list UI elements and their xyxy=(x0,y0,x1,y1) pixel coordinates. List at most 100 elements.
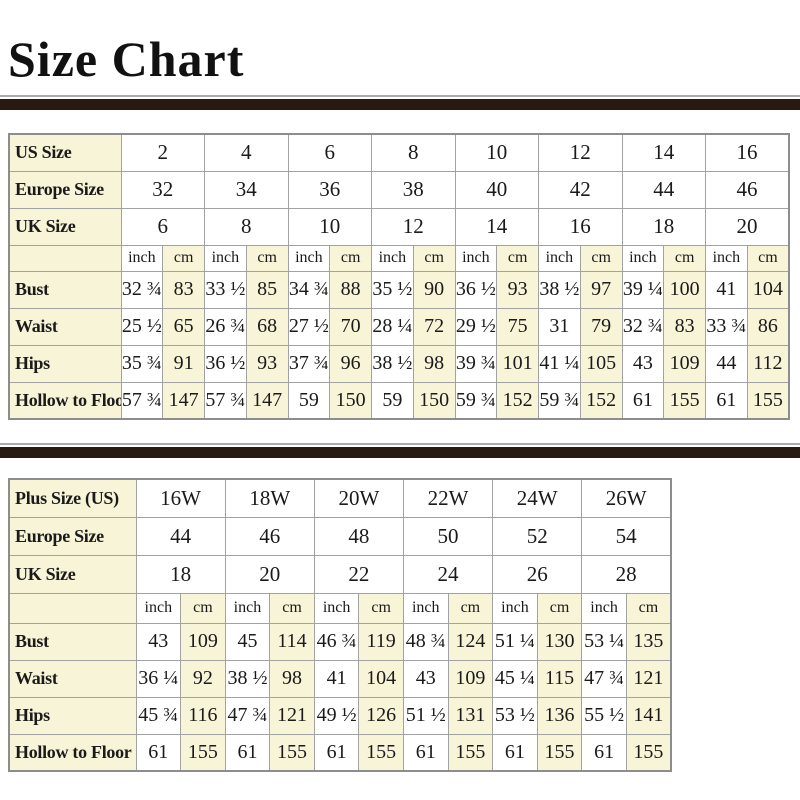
size-cell: 8 xyxy=(204,207,289,246)
unit-cm-header: cm xyxy=(269,592,315,624)
cm-value-cell: 104 xyxy=(358,659,404,698)
inch-value-cell: 39 ¾ xyxy=(454,344,498,383)
size-cell: 26W xyxy=(581,478,672,518)
inch-value-cell: 38 ½ xyxy=(538,270,581,309)
cm-value-cell: 155 xyxy=(625,733,672,772)
size-cell: 6 xyxy=(287,133,372,172)
section-divider xyxy=(0,443,800,458)
size-cell: 24 xyxy=(402,554,494,594)
inch-value-cell: 41 xyxy=(705,270,748,309)
cm-value-cell: 119 xyxy=(358,622,404,661)
unit-header-row: inch cm inch cm inch cm inch cm inch cm inch cm inch… xyxy=(8,244,790,272)
row-label: UK Size xyxy=(8,554,137,594)
size-row: Europe Size 32 34 36 38 40 42 44 46 xyxy=(8,170,790,209)
divider-hairline xyxy=(0,95,800,97)
inch-value-cell: 61 xyxy=(581,733,627,772)
inch-value-cell: 45 ¾ xyxy=(135,696,182,735)
inch-value-cell: 59 ¾ xyxy=(538,381,581,420)
size-row: US Size 2 4 6 8 10 12 14 16 xyxy=(8,133,790,172)
standard-size-table: US Size 2 4 6 8 10 12 14 16 Europe Size 32 34 36 38 40… xyxy=(8,133,790,420)
cm-value-cell: 150 xyxy=(329,381,372,420)
size-cell: 18W xyxy=(224,478,315,518)
inch-value-cell: 38 ½ xyxy=(224,659,271,698)
inch-value-cell: 57 ¾ xyxy=(120,381,164,420)
inch-value-cell: 61 xyxy=(402,733,449,772)
measure-row: Waist 25 ½ 65 26 ¾ 68 27 ½ 70 28 ¼ 72 29 ½ 75 31 79 3… xyxy=(8,307,790,346)
cm-value-cell: 147 xyxy=(162,381,205,420)
inch-value-cell: 61 xyxy=(705,381,748,420)
inch-value-cell: 39 ¼ xyxy=(621,270,665,309)
size-cell: 14 xyxy=(454,207,539,246)
unit-header-row: inch cm inch cm inch cm inch cm inch cm inch cm xyxy=(8,592,672,624)
cm-value-cell: 109 xyxy=(663,344,706,383)
divider-hairline xyxy=(0,443,800,445)
inch-value-cell: 53 ¼ xyxy=(581,622,627,661)
inch-value-cell: 33 ¾ xyxy=(705,307,748,346)
size-cell: 10 xyxy=(287,207,372,246)
measure-row: Hollow to Floor 61 155 61 155 61 155 61 155 61 155… xyxy=(8,733,672,772)
unit-inch-header: inch xyxy=(135,592,182,624)
size-cell: 12 xyxy=(538,133,623,172)
inch-value-cell: 43 xyxy=(621,344,665,383)
measure-row: Bust 32 ¾ 83 33 ½ 85 34 ¾ 88 35 ½ 90 36 ½ 93 38 ½ 97… xyxy=(8,270,790,309)
cm-value-cell: 136 xyxy=(536,696,583,735)
cm-value-cell: 93 xyxy=(496,270,539,309)
size-row: Plus Size (US) 16W 18W 20W 22W 24W 26W xyxy=(8,478,672,518)
size-cell: 44 xyxy=(621,170,706,209)
inch-value-cell: 47 ¾ xyxy=(581,659,627,698)
inch-value-cell: 43 xyxy=(135,622,182,661)
size-cell: 10 xyxy=(454,133,539,172)
row-label: Hollow to Floor xyxy=(8,733,137,772)
measure-row: Hollow to Floor 57 ¾ 147 57 ¾ 147 59 150 59 150 5… xyxy=(8,381,790,420)
cm-value-cell: 141 xyxy=(625,696,672,735)
size-cell: 34 xyxy=(204,170,289,209)
cm-value-cell: 93 xyxy=(245,344,289,383)
cm-value-cell: 115 xyxy=(536,659,583,698)
cm-value-cell: 112 xyxy=(746,344,790,383)
cm-value-cell: 155 xyxy=(663,381,706,420)
inch-value-cell: 33 ½ xyxy=(204,270,247,309)
inch-value-cell: 37 ¾ xyxy=(287,344,331,383)
inch-value-cell: 38 ½ xyxy=(371,344,414,383)
cm-value-cell: 116 xyxy=(180,696,226,735)
inch-value-cell: 27 ½ xyxy=(287,307,331,346)
size-cell: 18 xyxy=(621,207,706,246)
inch-value-cell: 45 ¼ xyxy=(492,659,538,698)
inch-value-cell: 36 ½ xyxy=(454,270,498,309)
size-cell: 16 xyxy=(705,133,790,172)
unit-cm-header: cm xyxy=(496,244,539,272)
cm-value-cell: 155 xyxy=(269,733,315,772)
unit-inch-header: inch xyxy=(287,244,331,272)
size-cell: 14 xyxy=(621,133,706,172)
inch-value-cell: 55 ½ xyxy=(581,696,627,735)
inch-value-cell: 48 ¾ xyxy=(402,622,449,661)
inch-value-cell: 35 ¾ xyxy=(120,344,164,383)
cm-value-cell: 124 xyxy=(447,622,494,661)
unit-inch-header: inch xyxy=(204,244,247,272)
cm-value-cell: 68 xyxy=(245,307,289,346)
unit-inch-header: inch xyxy=(120,244,164,272)
cm-value-cell: 126 xyxy=(358,696,404,735)
size-cell: 46 xyxy=(224,516,315,556)
cm-value-cell: 104 xyxy=(746,270,790,309)
inch-value-cell: 26 ¾ xyxy=(204,307,247,346)
inch-value-cell: 57 ¾ xyxy=(204,381,247,420)
inch-value-cell: 51 ½ xyxy=(402,696,449,735)
unit-inch-header: inch xyxy=(371,244,414,272)
unit-inch-header: inch xyxy=(705,244,748,272)
cm-value-cell: 65 xyxy=(162,307,205,346)
unit-cm-header: cm xyxy=(536,592,583,624)
inch-value-cell: 32 ¾ xyxy=(621,307,665,346)
inch-value-cell: 61 xyxy=(492,733,538,772)
unit-cm-header: cm xyxy=(245,244,289,272)
cm-value-cell: 92 xyxy=(180,659,226,698)
row-label: Europe Size xyxy=(8,516,137,556)
cm-value-cell: 135 xyxy=(625,622,672,661)
size-cell: 52 xyxy=(492,516,583,556)
size-cell: 2 xyxy=(120,133,205,172)
size-cell: 50 xyxy=(402,516,494,556)
inch-value-cell: 53 ½ xyxy=(492,696,538,735)
cm-value-cell: 121 xyxy=(625,659,672,698)
cm-value-cell: 114 xyxy=(269,622,315,661)
size-cell: 38 xyxy=(371,170,456,209)
